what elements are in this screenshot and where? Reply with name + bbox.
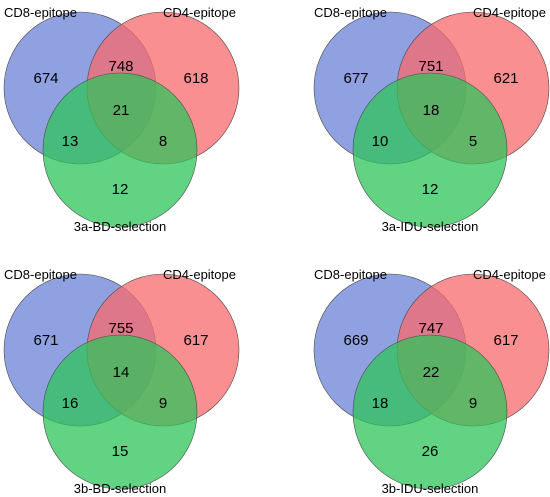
- count-only-cd4: 617: [183, 332, 208, 349]
- selection-set-label: 3a-IDU-selection: [382, 219, 479, 234]
- count-only-cd4: 621: [493, 70, 518, 87]
- count-all-three: 18: [423, 102, 440, 119]
- count-all-three: 14: [113, 364, 130, 381]
- count-only-cd8: 669: [343, 332, 368, 349]
- count-all-three: 21: [113, 102, 130, 119]
- count-only-cd4: 617: [493, 332, 518, 349]
- count-cd8-sel: 13: [62, 133, 79, 150]
- count-cd8-cd4: 755: [108, 320, 133, 337]
- count-only-cd8: 674: [33, 70, 58, 87]
- selection-set-label: 3a-BD-selection: [74, 219, 167, 234]
- count-cd8-sel: 10: [372, 133, 389, 150]
- count-only-cd8: 677: [343, 70, 368, 87]
- count-cd4-sel: 9: [159, 395, 167, 412]
- selection-circle: [352, 334, 508, 490]
- count-only-cd8: 671: [33, 332, 58, 349]
- count-cd8-sel: 16: [62, 395, 79, 412]
- count-only-sel: 26: [422, 443, 439, 460]
- count-cd4-sel: 9: [469, 395, 477, 412]
- selection-circle: [42, 334, 198, 490]
- count-only-cd4: 618: [183, 70, 208, 87]
- cd4-set-label: CD4-epitope: [473, 5, 546, 20]
- selection-set-label: 3b-IDU-selection: [382, 481, 479, 496]
- count-cd8-sel: 18: [372, 395, 389, 412]
- selection-circle: [42, 72, 198, 228]
- venn-panel-3a-bd: 674 748 618 21 13 8 12 CD8-epitope CD4-epitope 3a…: [3, 5, 240, 234]
- count-only-sel: 15: [112, 443, 129, 460]
- selection-circle: [352, 72, 508, 228]
- count-all-three: 22: [423, 364, 440, 381]
- venn-panel-3b-bd: 671 755 617 14 16 9 15 CD8-epitope CD4-epitope 3b…: [3, 267, 240, 496]
- count-cd8-cd4: 747: [418, 320, 443, 337]
- count-cd4-sel: 8: [159, 133, 167, 150]
- cd4-set-label: CD4-epitope: [163, 267, 236, 282]
- cd4-set-label: CD4-epitope: [163, 5, 236, 20]
- count-cd8-cd4: 751: [418, 58, 443, 75]
- cd8-set-label: CD8-epitope: [4, 5, 77, 20]
- count-only-sel: 12: [112, 181, 129, 198]
- venn-panel-3a-idu: 677 751 621 18 10 5 12 CD8-epitope CD4-epitope 3a…: [313, 5, 550, 234]
- selection-set-label: 3b-BD-selection: [74, 481, 167, 496]
- cd8-set-label: CD8-epitope: [314, 5, 387, 20]
- count-cd4-sel: 5: [469, 133, 477, 150]
- count-only-sel: 12: [422, 181, 439, 198]
- venn-panel-3b-idu: 669 747 617 22 18 9 26 CD8-epitope CD4-epitope 3b…: [313, 267, 550, 496]
- count-cd8-cd4: 748: [108, 58, 133, 75]
- cd8-set-label: CD8-epitope: [314, 267, 387, 282]
- cd8-set-label: CD8-epitope: [4, 267, 77, 282]
- cd4-set-label: CD4-epitope: [473, 267, 546, 282]
